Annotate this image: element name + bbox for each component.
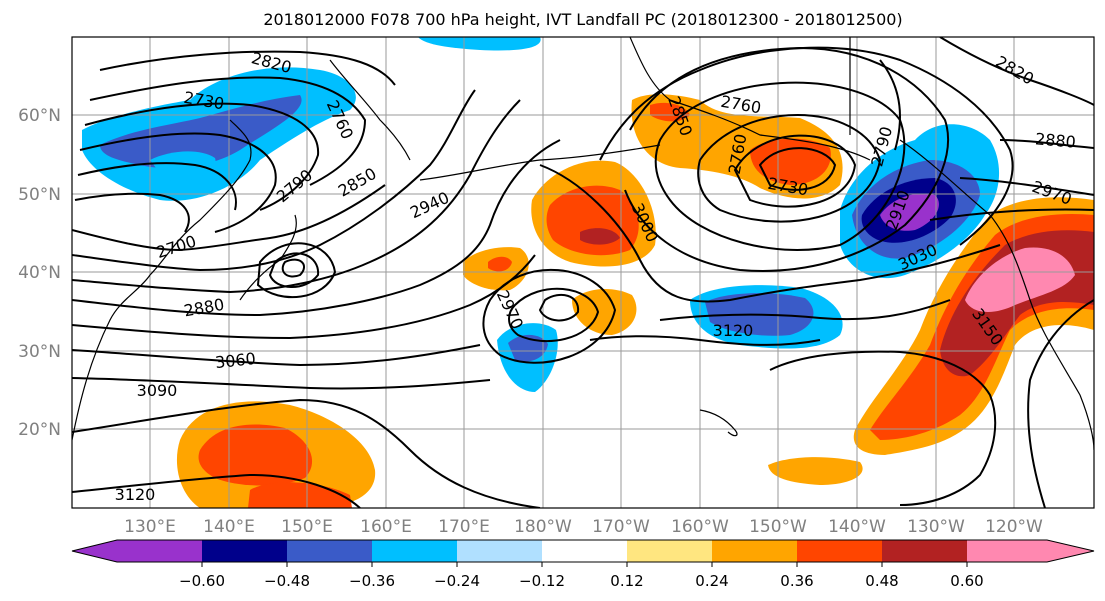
longitude-labels: 130°E 140°E 150°E 160°E 170°E 180°W 170°…	[124, 517, 1043, 537]
lon-label: 160°E	[360, 517, 412, 537]
colorbar-segment	[882, 540, 967, 562]
lat-label: 40°N	[18, 263, 61, 283]
lon-label: 150°E	[281, 517, 333, 537]
coastline-asia	[72, 119, 252, 441]
colorbar-segment	[1047, 540, 1094, 562]
contour-label: 3060	[214, 349, 256, 372]
lon-label: 140°E	[203, 517, 255, 537]
colorbar-segment	[372, 540, 457, 562]
lon-label: 140°W	[828, 517, 886, 537]
colorbar-tick-label: 0.48	[865, 572, 898, 590]
colorbar-outline	[71, 539, 1095, 563]
height-contours	[72, 37, 1094, 508]
colorbar-segment	[967, 540, 1047, 562]
map-frame	[71, 36, 1095, 509]
lon-label: 160°W	[671, 517, 729, 537]
coastlines	[72, 37, 1094, 451]
colorbar-tick-label: −0.60	[179, 572, 225, 590]
colorbar-segment	[117, 540, 202, 562]
coastline-aleutians	[419, 144, 661, 181]
lat-label: 60°N	[18, 106, 61, 126]
coastline-kamchatka	[329, 59, 411, 161]
coastline-alaska	[629, 37, 871, 161]
lat-label: 30°N	[18, 342, 61, 362]
lon-label: 170°W	[592, 517, 650, 537]
colorbar-tick-label: 0.24	[695, 572, 728, 590]
latitude-labels: 60°N 50°N 40°N 30°N 20°N	[18, 106, 61, 440]
colorbar-tick-label: −0.12	[519, 572, 565, 590]
colorbar-ticks	[201, 562, 968, 567]
coastline-north-america	[899, 139, 1094, 451]
lat-label: 50°N	[18, 185, 61, 205]
contour-label: 3120	[713, 321, 754, 340]
lon-label: 130°W	[907, 517, 965, 537]
colorbar-segment	[457, 540, 542, 562]
colorbar-segment	[627, 540, 712, 562]
coastline-hawaii	[699, 409, 738, 437]
map-panel: 2820 2730 2760 2790 2850 2940 2700 2880 …	[72, 37, 1094, 508]
colorbar-segment	[72, 540, 117, 562]
colorbar-segment	[542, 540, 627, 562]
colorbar: −0.60 −0.48 −0.36 −0.24 −0.12 0.12 0.24 …	[71, 539, 1095, 590]
lon-label: 150°W	[749, 517, 807, 537]
colorbar-tick-label: 0.60	[950, 572, 983, 590]
contour-label: 3120	[115, 485, 156, 504]
colorbar-segment	[712, 540, 797, 562]
lon-label: 120°W	[985, 517, 1043, 537]
colorbar-tick-label: 0.12	[610, 572, 643, 590]
ivt-shading	[82, 37, 1094, 508]
colorbar-segment	[202, 540, 287, 562]
contour-label: 3090	[137, 381, 178, 400]
colorbar-tick-labels: −0.60 −0.48 −0.36 −0.24 −0.12 0.12 0.24 …	[179, 572, 984, 590]
lon-label: 180°W	[514, 517, 572, 537]
lon-label: 170°E	[438, 517, 490, 537]
lat-label: 20°N	[18, 420, 61, 440]
colorbar-tick-label: 0.36	[780, 572, 813, 590]
colorbar-segment	[287, 540, 372, 562]
lon-label: 130°E	[124, 517, 176, 537]
colorbar-tick-label: −0.24	[434, 572, 480, 590]
colorbar-segment	[797, 540, 882, 562]
colorbar-tick-label: −0.36	[349, 572, 395, 590]
colorbar-tick-label: −0.48	[264, 572, 310, 590]
map-title: 2018012000 F078 700 hPa height, IVT Land…	[263, 10, 902, 29]
contour-label: 2880	[1034, 129, 1076, 151]
